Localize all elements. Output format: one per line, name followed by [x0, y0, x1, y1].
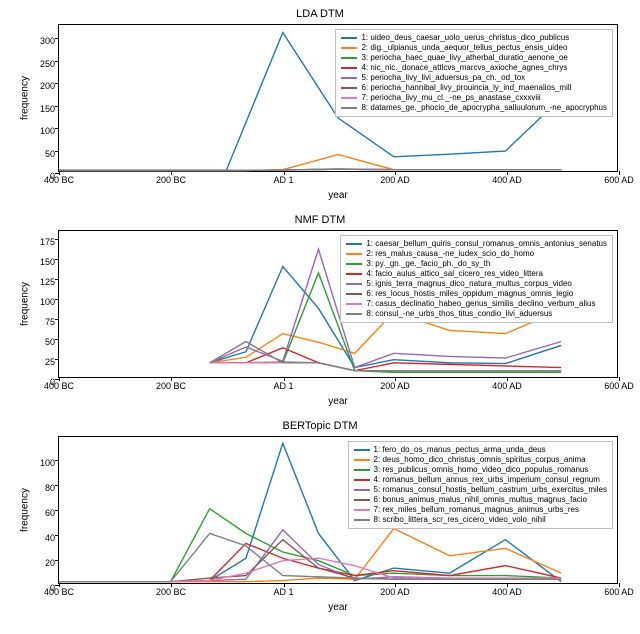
legend-label: 2: res_malus_causa_-ne_iudex_scio_do_hom… — [366, 249, 534, 259]
legend-swatch — [341, 97, 357, 99]
legend-label: 6: periocha_hannibal_livy_prouincia_ly_i… — [361, 83, 571, 93]
legend-item: 1: caesar_bellum_quiris_consul_romanus_o… — [346, 239, 607, 249]
legend-label: 6: res_locus_hostis_miles_oppidum_magnus… — [366, 289, 573, 299]
plot-area: frequencyyear050100150200250300400 BC200… — [58, 24, 618, 172]
legend-label: 4: facio_aulus_attico_sal_cicero_res_vid… — [366, 269, 543, 279]
series-s5 — [59, 530, 561, 582]
legend-item: 3: periocha_haec_quae_livy_atherbal_dura… — [341, 53, 607, 63]
plot-area: frequencyyear020406080100400 BC200 BCAD … — [58, 436, 618, 584]
legend-item: 2: res_malus_causa_-ne_iudex_scio_do_hom… — [346, 249, 607, 259]
legend-swatch — [346, 313, 362, 315]
legend-item: 7: casus_declinatio_habeo_genus_similis_… — [346, 299, 607, 309]
legend-label: 7: rex_miles_bellum_romanus_magnus_animu… — [374, 505, 579, 515]
legend-label: 7: casus_declinatio_habeo_genus_similis_… — [366, 299, 595, 309]
legend-swatch — [354, 459, 370, 461]
legend-item: 4: romanus_bellum_annus_rex_urbs_imperiu… — [354, 475, 607, 485]
legend-item: 8: scribo_littera_scr_res_cicero_video_v… — [354, 515, 607, 525]
legend-swatch — [341, 107, 357, 109]
legend-swatch — [341, 77, 357, 79]
legend-item: 6: periocha_hannibal_livy_prouincia_ly_i… — [341, 83, 607, 93]
legend-swatch — [341, 87, 357, 89]
legend-swatch — [346, 303, 362, 305]
legend-label: 2: deus_homo_dico_christus_omnis_spiritu… — [374, 455, 586, 465]
x-axis-label: year — [328, 602, 347, 613]
legend: 1: fero_do_os_manus_pectus_arma_unda_deu… — [348, 441, 613, 529]
x-axis-label: year — [328, 396, 347, 407]
legend-item: 8: consul_-ne_urbs_thos_titus_condio_liv… — [346, 309, 607, 319]
legend-item: 1: uideo_deus_caesar_uolo_uerus_christus… — [341, 33, 607, 43]
chart-title: BERTopic DTM — [8, 420, 632, 432]
legend-swatch — [341, 57, 357, 59]
chart-title: NMF DTM — [8, 214, 632, 226]
legend-label: 7: periocha_livy_mu_cl._-ne_ps_anastase_… — [361, 93, 540, 103]
legend-swatch — [346, 263, 362, 265]
legend-label: 5: ignis_terra_magnus_dico_natura_multus… — [366, 279, 571, 289]
charts-container: LDA DTM frequencyyear05010015020025030040… — [8, 8, 632, 616]
legend-label: 3: res_publicus_omnis_homo_video_dico_po… — [374, 465, 589, 475]
legend-item: 5: ignis_terra_magnus_dico_natura_multus… — [346, 279, 607, 289]
legend-swatch — [354, 479, 370, 481]
legend-label: 2: dig._ulpianus_unda_aequor_tellus_pect… — [361, 43, 567, 53]
chart-nmf: NMF DTM frequencyyear02550751001251501754… — [8, 214, 632, 410]
legend-label: 5: periocha_livy_livi_aduersus_pa_ch._od… — [361, 73, 525, 83]
legend: 1: uideo_deus_caesar_uolo_uerus_christus… — [335, 29, 613, 117]
legend-label: 1: caesar_bellum_quiris_consul_romanus_o… — [366, 239, 607, 249]
legend-swatch — [354, 449, 370, 451]
chart-lda: LDA DTM frequencyyear05010015020025030040… — [8, 8, 632, 204]
legend-swatch — [341, 37, 357, 39]
y-axis-label: frequency — [20, 282, 31, 326]
legend-item: 1: fero_do_os_manus_pectus_arma_unda_deu… — [354, 445, 607, 455]
legend-swatch — [354, 499, 370, 501]
legend-item: 4: nic_nic._donace_attlcvs_marcvs_axioch… — [341, 63, 607, 73]
legend-label: 6: bonus_animus_malus_nihil_omnis_multus… — [374, 495, 587, 505]
legend-swatch — [346, 283, 362, 285]
legend-item: 6: bonus_animus_malus_nihil_omnis_multus… — [354, 495, 607, 505]
y-axis-label: frequency — [20, 488, 31, 532]
legend-item: 3: py._gn._ge._facio_ph._do_sy_th — [346, 259, 607, 269]
legend-item: 7: rex_miles_bellum_romanus_magnus_animu… — [354, 505, 607, 515]
legend-item: 5: periocha_livy_livi_aduersus_pa_ch._od… — [341, 73, 607, 83]
chart-title: LDA DTM — [8, 8, 632, 20]
legend-label: 8: scribo_littera_scr_res_cicero_video_v… — [374, 515, 546, 525]
legend-item: 2: dig._ulpianus_unda_aequor_tellus_pect… — [341, 43, 607, 53]
legend-item: 8: datames_ge._phocio_de_apocrypha_sallu… — [341, 103, 607, 113]
legend-label: 8: datames_ge._phocio_de_apocrypha_sallu… — [361, 103, 607, 113]
legend-label: 5: romanus_consul_hostis_bellum_castrum_… — [374, 485, 607, 495]
legend-item: 4: facio_aulus_attico_sal_cicero_res_vid… — [346, 269, 607, 279]
legend-item: 6: res_locus_hostis_miles_oppidum_magnus… — [346, 289, 607, 299]
legend-swatch — [354, 519, 370, 521]
series-s8 — [59, 533, 561, 581]
legend-label: 3: periocha_haec_quae_livy_atherbal_dura… — [361, 53, 567, 63]
legend-swatch — [341, 67, 357, 69]
plot-area: frequencyyear0255075100125150175400 BC20… — [58, 230, 618, 378]
legend-swatch — [341, 47, 357, 49]
legend: 1: caesar_bellum_quiris_consul_romanus_o… — [340, 235, 613, 323]
chart-bert: BERTopic DTM frequencyyear020406080100400… — [8, 420, 632, 616]
legend-item: 7: periocha_livy_mu_cl._-ne_ps_anastase_… — [341, 93, 607, 103]
legend-swatch — [354, 489, 370, 491]
series-s2 — [59, 529, 561, 582]
series-s2 — [59, 155, 561, 171]
legend-label: 4: nic_nic._donace_attlcvs_marcvs_axioch… — [361, 63, 567, 73]
legend-swatch — [354, 469, 370, 471]
legend-item: 5: romanus_consul_hostis_bellum_castrum_… — [354, 485, 607, 495]
legend-swatch — [354, 509, 370, 511]
y-axis-label: frequency — [20, 76, 31, 120]
legend-item: 3: res_publicus_omnis_homo_video_dico_po… — [354, 465, 607, 475]
legend-label: 4: romanus_bellum_annus_rex_urbs_imperiu… — [374, 475, 600, 485]
legend-item: 2: deus_homo_dico_christus_omnis_spiritu… — [354, 455, 607, 465]
legend-swatch — [346, 253, 362, 255]
x-axis-label: year — [328, 190, 347, 201]
legend-label: 1: uideo_deus_caesar_uolo_uerus_christus… — [361, 33, 569, 43]
legend-swatch — [346, 293, 362, 295]
legend-swatch — [346, 243, 362, 245]
legend-label: 1: fero_do_os_manus_pectus_arma_unda_deu… — [374, 445, 546, 455]
legend-label: 8: consul_-ne_urbs_thos_titus_condio_liv… — [366, 309, 552, 319]
legend-swatch — [346, 273, 362, 275]
legend-label: 3: py._gn._ge._facio_ph._do_sy_th — [366, 259, 490, 269]
